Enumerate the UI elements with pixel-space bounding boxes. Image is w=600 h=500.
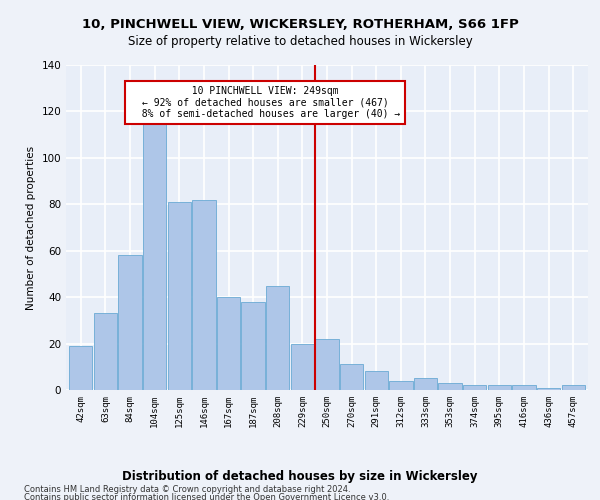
- Bar: [290, 344, 314, 390]
- Text: Distribution of detached houses by size in Wickersley: Distribution of detached houses by size …: [122, 470, 478, 483]
- Bar: [192, 200, 215, 390]
- Bar: [316, 339, 338, 390]
- Bar: [463, 386, 487, 390]
- Y-axis label: Number of detached properties: Number of detached properties: [26, 146, 36, 310]
- Bar: [414, 378, 437, 390]
- Bar: [241, 302, 265, 390]
- Bar: [389, 380, 413, 390]
- Text: Contains public sector information licensed under the Open Government Licence v3: Contains public sector information licen…: [24, 494, 389, 500]
- Text: 10 PINCHWELL VIEW: 249sqm  
← 92% of detached houses are smaller (467)
  8% of s: 10 PINCHWELL VIEW: 249sqm ← 92% of detac…: [130, 86, 401, 119]
- Bar: [562, 386, 585, 390]
- Bar: [217, 297, 240, 390]
- Text: Size of property relative to detached houses in Wickersley: Size of property relative to detached ho…: [128, 35, 472, 48]
- Bar: [167, 202, 191, 390]
- Bar: [537, 388, 560, 390]
- Bar: [118, 256, 142, 390]
- Bar: [439, 383, 462, 390]
- Bar: [340, 364, 364, 390]
- Bar: [69, 346, 92, 390]
- Bar: [266, 286, 289, 390]
- Bar: [143, 116, 166, 390]
- Text: 10, PINCHWELL VIEW, WICKERSLEY, ROTHERHAM, S66 1FP: 10, PINCHWELL VIEW, WICKERSLEY, ROTHERHA…: [82, 18, 518, 30]
- Bar: [488, 386, 511, 390]
- Bar: [94, 314, 117, 390]
- Bar: [365, 372, 388, 390]
- Bar: [512, 386, 536, 390]
- Text: Contains HM Land Registry data © Crown copyright and database right 2024.: Contains HM Land Registry data © Crown c…: [24, 485, 350, 494]
